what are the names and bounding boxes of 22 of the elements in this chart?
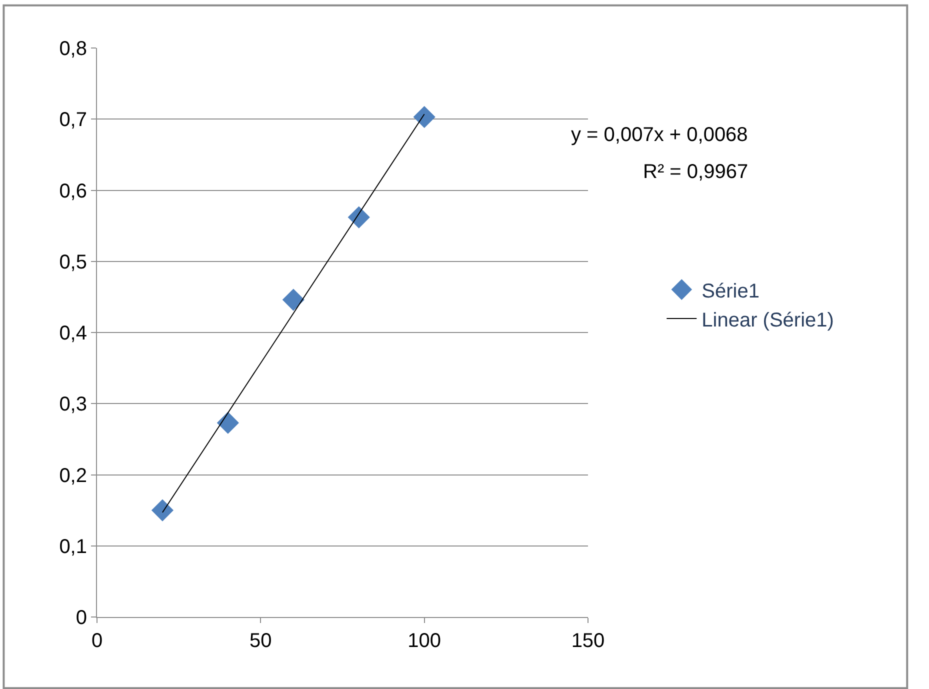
point (151, 499, 174, 522)
y-tick-label: 0,2 (59, 464, 87, 487)
x-tick-label: 0 (91, 630, 103, 652)
y-tick-label: 0,1 (59, 536, 87, 558)
legend-label: Série1 (702, 280, 760, 302)
y-tick-label: 0,8 (59, 38, 87, 60)
point (216, 412, 239, 434)
x-tick-label: 100 (408, 630, 442, 652)
point (282, 288, 304, 311)
y-tick-label: 0,5 (59, 251, 87, 274)
y-tick-label: 0 (76, 607, 87, 629)
y-tick-label: 0,7 (59, 109, 87, 132)
x-tick-label: 50 (250, 630, 272, 652)
y-tick-label: 0,3 (59, 394, 87, 416)
point (413, 106, 436, 128)
y-tick-label: 0,6 (59, 180, 87, 202)
legend-label: Linear (Série1) (702, 309, 834, 332)
text: R² = 0,9967 (643, 161, 748, 183)
annotation: y = 0,007x + 0,0068 (571, 124, 748, 146)
y-tick-label: 0,4 (59, 322, 87, 344)
point (348, 206, 370, 228)
x-tick-label: 150 (571, 630, 605, 652)
